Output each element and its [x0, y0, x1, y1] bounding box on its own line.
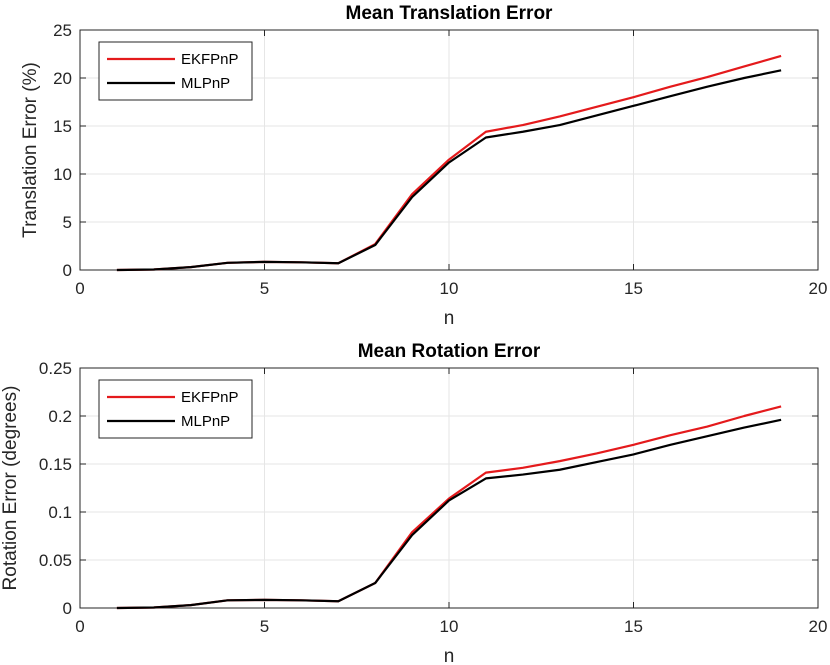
x-tick-label: 5: [260, 617, 269, 636]
chart-title: Mean Translation Error: [346, 3, 554, 24]
x-axis-label: n: [444, 308, 455, 329]
legend-label: MLPnP: [181, 75, 230, 92]
y-tick-label: 25: [53, 21, 72, 40]
y-tick-label: 0.2: [48, 407, 72, 426]
legend: EKFPnP MLPnP: [98, 379, 253, 439]
x-tick-label: 15: [624, 279, 643, 298]
chart-title: Mean Rotation Error: [358, 341, 541, 362]
legend-box: [98, 41, 253, 101]
chart-translation-error: 0 5 10 15 20 0 5 10 15 20 25 Mean Translation Error…: [20, 3, 827, 329]
chart-rotation-error: 0 5 10 15 20 0 0.05 0.1 0.15 0.2 0.25 Mean Rotation…: [0, 341, 827, 665]
legend-label: EKFPnP: [181, 389, 239, 406]
y-tick-label: 0.15: [39, 455, 72, 474]
series-line-mlpnp: [116, 69, 782, 272]
legend-label: MLPnP: [181, 413, 230, 430]
y-axis-label: Translation Error (%): [20, 62, 41, 238]
x-tick-label: 15: [624, 617, 643, 636]
y-tick-label: 20: [53, 69, 72, 88]
y-tick-label: 0.05: [39, 551, 72, 570]
series-line-mlpnp: [116, 418, 782, 610]
x-tick-label: 20: [809, 279, 828, 298]
legend-box: [98, 379, 253, 439]
y-tick-label: 15: [53, 117, 72, 136]
y-tick-label: 10: [53, 165, 72, 184]
x-tick-label: 10: [440, 279, 459, 298]
x-tick-label: 20: [809, 617, 828, 636]
y-tick-label: 0.1: [48, 503, 72, 522]
y-tick-label: 0.25: [39, 359, 72, 378]
y-tick-label: 5: [63, 213, 72, 232]
y-axis-label: Rotation Error (degrees): [0, 386, 21, 591]
y-tick-label: 0: [63, 599, 72, 618]
x-tick-label: 10: [440, 617, 459, 636]
y-tick-label: 0: [63, 261, 72, 280]
x-tick-label: 0: [75, 617, 84, 636]
x-tick-label: 0: [75, 279, 84, 298]
x-tick-label: 5: [260, 279, 269, 298]
legend-label: EKFPnP: [181, 51, 239, 68]
legend: EKFPnP MLPnP: [98, 41, 253, 101]
x-axis-label: n: [444, 646, 455, 665]
